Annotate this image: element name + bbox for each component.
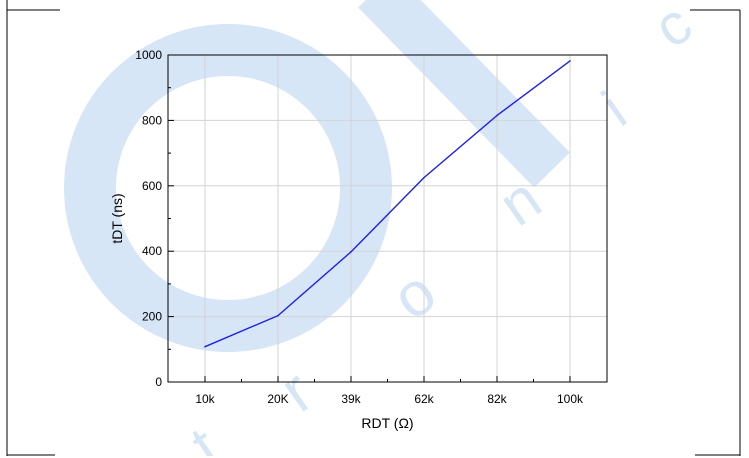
x-tick-label: 39k	[341, 392, 361, 406]
data-point	[496, 114, 498, 117]
x-axis-label: RDT (Ω)	[361, 415, 413, 431]
x-tick-label: 100k	[557, 392, 584, 406]
y-tick-label: 400	[142, 244, 162, 258]
series-line	[204, 60, 571, 348]
plot-area: 0 200 400 600 800 1000 10k 20K 39k 62k 82k 100k RD…	[109, 48, 608, 431]
x-tick-label: 62k	[414, 392, 434, 406]
x-tick-labels: 10k 20K 39k 62k 82k 100k	[195, 392, 584, 406]
data-point	[350, 251, 352, 253]
grid	[168, 55, 607, 382]
series-group	[204, 60, 571, 348]
watermark-ring	[64, 24, 392, 352]
y-tick-labels: 0 200 400 600 800 1000	[135, 48, 162, 389]
watermark: c i n o r t	[64, 0, 703, 456]
y-tick-label: 0	[155, 375, 162, 389]
data-point	[423, 176, 425, 179]
y-tick-label: 200	[142, 310, 162, 324]
axis-ticks	[168, 54, 571, 383]
watermark-letter-o: o	[380, 257, 448, 333]
data-point	[204, 345, 206, 348]
data-point	[277, 314, 279, 317]
watermark-letter-c: c	[642, 0, 703, 61]
x-tick-label: 20K	[267, 392, 288, 406]
y-axis-label: tDT (ns)	[109, 193, 125, 243]
x-tick-label: 10k	[195, 392, 215, 406]
watermark-bar	[358, 0, 570, 188]
watermark-letter-t: t	[179, 414, 231, 456]
y-tick-label: 800	[142, 113, 162, 127]
y-tick-label: 1000	[135, 48, 162, 62]
y-tick-label: 600	[142, 179, 162, 193]
data-point	[569, 60, 571, 62]
x-tick-label: 82k	[487, 392, 507, 406]
watermark-letter-i: i	[591, 79, 637, 138]
